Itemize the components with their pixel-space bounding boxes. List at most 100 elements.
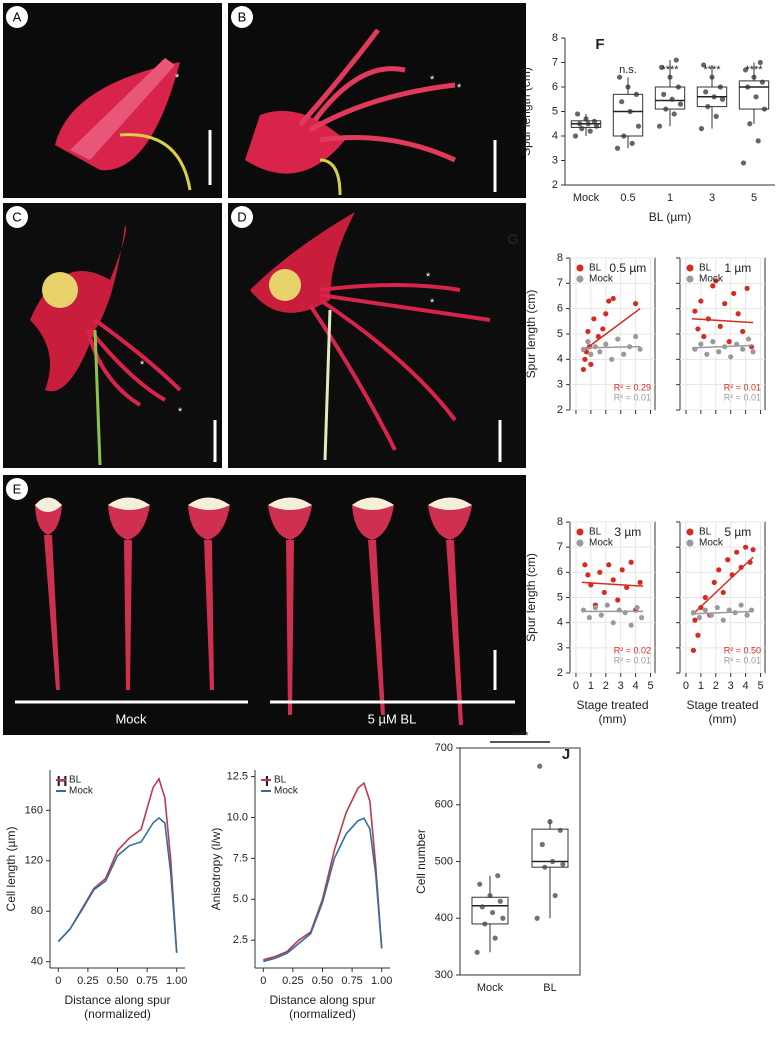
x-tick-label: 0.50 <box>107 975 128 987</box>
x-axis-label: (normalized) <box>84 1007 151 1021</box>
flower <box>30 225 126 392</box>
point <box>698 341 704 347</box>
legend-label: Mock <box>589 274 614 285</box>
panel-label: D <box>237 209 246 224</box>
point <box>629 140 635 146</box>
series-line <box>263 781 383 961</box>
x-axis-label: Stage treated <box>686 698 758 712</box>
point <box>722 301 728 307</box>
legend-label: Mock <box>274 786 299 797</box>
significance: **** <box>661 64 679 76</box>
legend-swatch <box>576 275 584 283</box>
point <box>753 94 759 100</box>
point <box>588 351 594 357</box>
point <box>702 594 708 601</box>
x-tick-label: 0 <box>260 975 266 987</box>
point <box>710 339 716 345</box>
point <box>628 622 634 628</box>
point <box>610 620 616 626</box>
y-tick-label: 500 <box>435 855 453 867</box>
point <box>621 351 627 357</box>
point <box>610 295 616 302</box>
y-axis-label: Spur length (cm) <box>524 553 538 642</box>
point <box>692 308 698 314</box>
spurs <box>308 283 491 451</box>
point <box>705 104 711 110</box>
point <box>587 128 593 134</box>
point <box>726 607 732 613</box>
point <box>614 145 621 151</box>
y-axis-label: Spur length (cm) <box>519 67 533 156</box>
fit-line <box>691 610 754 615</box>
point <box>740 160 747 166</box>
point <box>717 323 723 329</box>
point <box>759 79 766 85</box>
point <box>635 123 642 129</box>
point <box>711 579 717 586</box>
x-tick-label: BL <box>543 982 556 994</box>
point <box>637 346 643 352</box>
legend-swatch <box>576 528 584 536</box>
point <box>628 559 634 565</box>
x-tick-label: Mock <box>477 982 504 994</box>
x-tick-label: 1 <box>698 680 704 692</box>
point <box>591 316 597 322</box>
panel-label: F <box>595 36 604 53</box>
point <box>479 904 485 910</box>
point <box>585 572 591 578</box>
panel-label: G <box>507 231 519 248</box>
point <box>582 562 588 568</box>
y-tick-label: 5 <box>557 328 563 340</box>
point <box>549 858 556 865</box>
x-axis-label: Distance along spur <box>64 993 170 1007</box>
x-tick-label: 0 <box>683 680 689 692</box>
point <box>698 126 705 132</box>
y-tick-label: 80 <box>31 905 43 917</box>
point <box>709 74 715 80</box>
point <box>757 59 763 66</box>
legend-swatch <box>576 264 584 272</box>
legend-label: Mock <box>69 786 94 797</box>
point <box>500 915 506 921</box>
y-tick-label: 5.0 <box>233 893 248 905</box>
panel-label: I <box>265 773 269 790</box>
point <box>482 921 488 927</box>
point <box>703 89 709 95</box>
legend-label: BL <box>699 263 712 274</box>
point <box>698 298 704 304</box>
spurs <box>86 318 182 407</box>
point <box>719 96 726 102</box>
series-line <box>263 817 383 963</box>
subplot-title: 1 µm <box>724 261 751 275</box>
r2-label: R² = 0.50 <box>724 645 761 655</box>
legend-swatch <box>686 264 694 272</box>
x-axis-label: (mm) <box>599 712 627 726</box>
group-label: Mock <box>115 711 147 726</box>
y-tick-label: 40 <box>31 956 43 968</box>
x-axis-label: Stage treated <box>576 698 648 712</box>
point <box>744 612 750 618</box>
point <box>557 827 563 833</box>
point <box>634 604 640 611</box>
x-tick-label: 1.00 <box>371 975 392 987</box>
asterisk: * <box>426 271 431 283</box>
point <box>534 915 540 921</box>
point <box>701 62 707 68</box>
stamens <box>269 269 301 301</box>
point <box>580 366 587 373</box>
x-tick-label: 0.25 <box>282 975 303 987</box>
petals <box>35 497 472 725</box>
point <box>597 569 603 575</box>
legend-label: BL <box>589 263 602 274</box>
x-tick-label: 5 <box>751 192 757 204</box>
point <box>593 123 600 129</box>
point <box>690 647 697 653</box>
point <box>675 84 682 90</box>
point <box>659 64 665 70</box>
point <box>713 113 719 119</box>
point <box>755 138 761 144</box>
point <box>617 74 623 80</box>
point <box>637 579 643 586</box>
point <box>677 101 684 107</box>
